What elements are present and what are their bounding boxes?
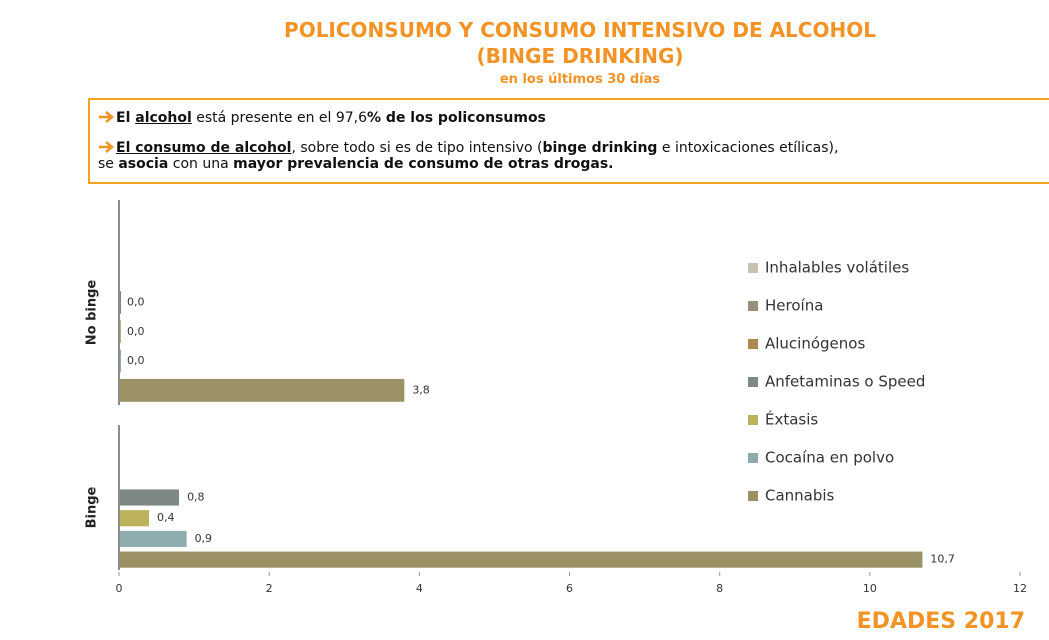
- legend-label: Inhalables volátiles: [765, 259, 909, 277]
- value-label: 0,4: [157, 511, 175, 524]
- legend-label: Heroína: [765, 297, 823, 315]
- x-tick-label: 6: [566, 582, 573, 595]
- text-run: se: [98, 156, 119, 172]
- text-run: binge drinking: [542, 140, 658, 156]
- bar: [119, 378, 405, 402]
- category-label: No binge: [85, 280, 100, 346]
- legend-label: Alucinógenos: [765, 335, 865, 353]
- text-run: está presente en el 97,6: [191, 110, 368, 126]
- text-run: asocia: [118, 156, 169, 172]
- legend-label: Cannabis: [765, 487, 835, 505]
- x-tick-label: 8: [716, 582, 723, 595]
- legend-swatch: [748, 491, 758, 501]
- text-run: con una: [168, 156, 234, 172]
- legend-swatch: [748, 339, 758, 349]
- point: El alcohol está presente en el 97,6% de …: [98, 108, 546, 126]
- subtitle: en los últimos 30 días: [499, 72, 661, 87]
- value-label: 0,0: [127, 296, 145, 309]
- text-run: , sobre todo si es de tipo intensivo (: [291, 140, 543, 156]
- point: El consumo de alcohol, sobre todo si es …: [98, 138, 838, 172]
- value-label: 3,8: [412, 383, 430, 396]
- arrow: [99, 141, 114, 153]
- bar: [119, 530, 187, 548]
- title: POLICONSUMO Y CONSUMO INTENSIVO DE ALCOH…: [284, 18, 876, 42]
- category-label: Binge: [85, 486, 100, 528]
- x-tick-label: 10: [863, 582, 877, 595]
- legend-label: Anfetaminas o Speed: [765, 373, 925, 391]
- x-tick-label: 0: [116, 582, 123, 595]
- legend-label: Cocaína en polvo: [765, 449, 894, 467]
- legend-swatch: [748, 377, 758, 387]
- bar: [119, 489, 180, 506]
- bar: [119, 510, 150, 527]
- value-label: 0,0: [127, 354, 145, 367]
- text-run: e intoxicaciones etílicas),: [657, 140, 839, 156]
- x-tick-label: 4: [416, 582, 423, 595]
- text-run: % de los policonsumos: [367, 110, 546, 126]
- arrow: [99, 111, 114, 123]
- value-label: 10,7: [930, 553, 955, 566]
- legend-swatch: [748, 263, 758, 273]
- legend-swatch: [748, 301, 758, 311]
- legend-swatch: [748, 453, 758, 463]
- value-label: 0,0: [127, 325, 145, 338]
- legend-label: Éxtasis: [765, 410, 818, 429]
- value-label: 0,9: [195, 532, 213, 545]
- x-tick-label: 2: [266, 582, 273, 595]
- text-run: El consumo de alcohol: [116, 140, 292, 156]
- value-label: 0,8: [187, 491, 205, 504]
- text-run: mayor prevalencia de consumo de otras dr…: [233, 156, 614, 172]
- text-run: alcohol: [135, 110, 192, 126]
- text-run: El: [116, 110, 136, 126]
- callout: El alcohol está presente en el 97,6% de …: [88, 98, 1049, 184]
- footer: EDADES 2017: [857, 609, 1025, 634]
- x-tick-label: 12: [1013, 582, 1027, 595]
- legend-swatch: [748, 415, 758, 425]
- bar: [119, 551, 923, 568]
- title: (BINGE DRINKING): [476, 44, 684, 68]
